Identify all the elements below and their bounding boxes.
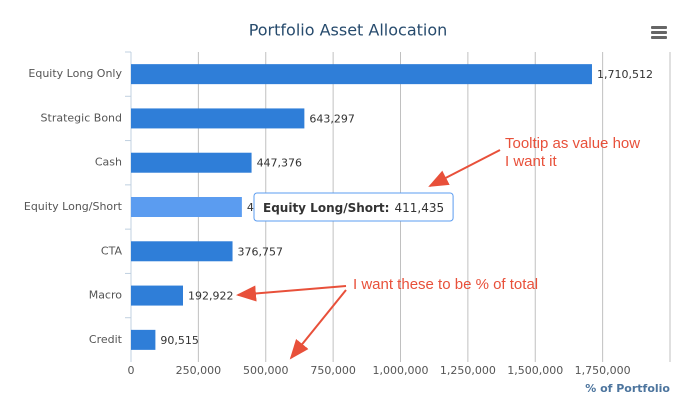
chart-title: Portfolio Asset Allocation [249, 21, 448, 40]
y-tick-label: Equity Long/Short [24, 200, 123, 213]
bar [131, 241, 233, 262]
value-label: 90,515 [160, 334, 199, 347]
x-tick-label: 750,000 [310, 364, 356, 377]
value-label: 192,922 [188, 290, 234, 303]
value-label: 1,710,512 [597, 68, 653, 81]
value-label: 643,297 [309, 112, 355, 125]
bar [131, 197, 242, 217]
bar [131, 285, 183, 306]
x-tick-label: 1,000,000 [373, 364, 429, 377]
tooltip: Equity Long/Short: 411,435 [253, 192, 454, 222]
bar [131, 329, 156, 350]
bar [131, 152, 252, 173]
x-tick-label: 1,750,000 [575, 364, 631, 377]
y-tick-label: Cash [95, 156, 122, 169]
menu-button[interactable] [651, 26, 667, 39]
x-tick-label: 250,000 [176, 364, 222, 377]
y-tick-label: CTA [101, 244, 123, 257]
annotation: Tooltip as value how [505, 135, 640, 152]
tooltip-text: Equity Long/Short: 411,435 [263, 201, 444, 215]
y-tick-label: Strategic Bond [41, 111, 122, 124]
x-tick-label: 1,250,000 [440, 364, 496, 377]
y-tick-label: Macro [89, 289, 123, 302]
tooltip-value: 411,435 [394, 201, 444, 215]
bar [131, 64, 592, 85]
annotation: I want it [505, 153, 558, 170]
annotation: I want these to be % of total [353, 276, 538, 293]
x-tick-label: 500,000 [243, 364, 289, 377]
tooltip-box [253, 192, 454, 222]
value-label: 376,757 [238, 245, 284, 258]
x-tick-label: 1,500,000 [507, 364, 563, 377]
y-tick-label: Equity Long Only [28, 67, 122, 80]
y-tick-label: Credit [89, 333, 123, 346]
x-tick-label: 0 [128, 364, 135, 377]
x-axis-title: % of Portfolio [585, 382, 670, 395]
tooltip-title: Equity Long/Short: [263, 201, 389, 215]
value-label: 447,376 [257, 157, 303, 170]
bar [131, 108, 305, 129]
arrows [236, 149, 501, 360]
